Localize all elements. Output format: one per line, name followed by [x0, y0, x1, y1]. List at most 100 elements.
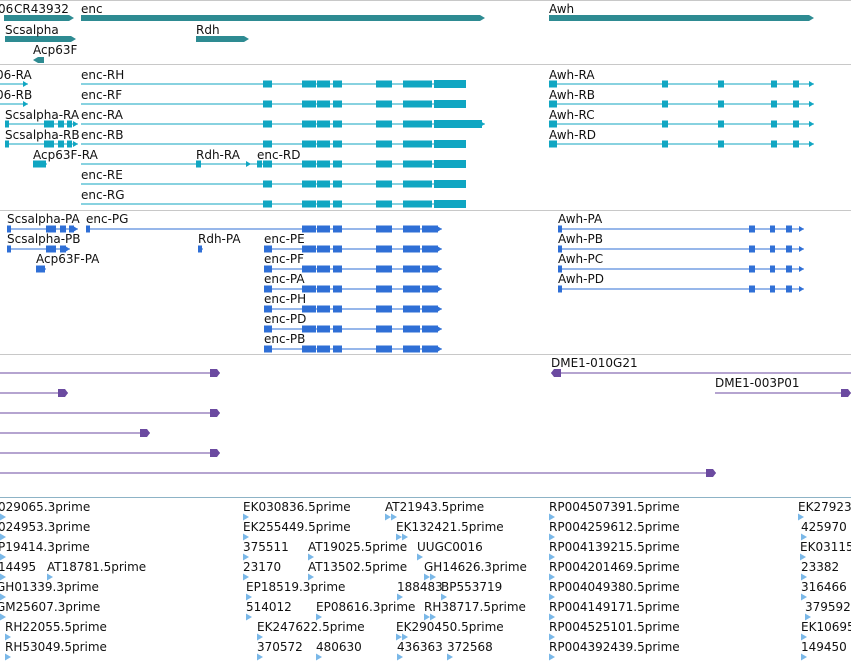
exon-block[interactable]	[36, 265, 45, 273]
strand-arrow[interactable]	[799, 226, 804, 232]
feature-label[interactable]: Awh-RD	[549, 128, 597, 142]
exon-block[interactable]	[434, 100, 466, 108]
est-arrow[interactable]	[0, 553, 6, 561]
exon-block[interactable]	[317, 200, 330, 208]
est-arrow[interactable]	[243, 513, 249, 521]
feature-label[interactable]: Awh-PA	[558, 212, 603, 226]
exon-block[interactable]	[793, 140, 799, 148]
feature-label[interactable]: P19414.3prime	[0, 540, 90, 554]
est-arrow[interactable]	[397, 593, 403, 601]
feature-label[interactable]: enc-PG	[86, 212, 129, 226]
exon-block[interactable]	[302, 245, 316, 253]
feature-label[interactable]: RP004139215.5prime	[549, 540, 680, 554]
exon-block[interactable]	[46, 225, 56, 233]
est-arrow[interactable]	[805, 613, 811, 621]
exon-block[interactable]	[264, 265, 272, 273]
exon-block[interactable]	[376, 200, 392, 208]
feature-label[interactable]: 06-RB	[0, 88, 33, 102]
strand-arrow[interactable]	[809, 81, 814, 87]
exon-block[interactable]	[333, 325, 342, 333]
exon-block[interactable]	[263, 200, 272, 208]
strand-arrow[interactable]	[480, 121, 485, 127]
est-arrow[interactable]	[430, 613, 436, 621]
feature-label[interactable]: EK03115	[800, 540, 851, 554]
exon-block[interactable]	[558, 285, 562, 293]
strand-arrow[interactable]	[799, 266, 804, 272]
est-arrow[interactable]	[243, 553, 249, 561]
feature-label[interactable]: CR43932	[14, 2, 69, 16]
feature-label[interactable]: 188483	[397, 580, 443, 594]
est-arrow[interactable]	[0, 513, 6, 521]
exon-block[interactable]	[718, 120, 724, 128]
exon-block[interactable]	[317, 245, 330, 253]
exon-block[interactable]	[793, 120, 799, 128]
strand-arrow[interactable]	[461, 161, 466, 167]
feature-label[interactable]: 23382	[801, 560, 840, 574]
feature-label[interactable]: Acp63F	[33, 43, 78, 57]
exon-block[interactable]	[33, 160, 46, 168]
exon-block[interactable]	[60, 225, 66, 233]
exon-block[interactable]	[662, 140, 668, 148]
est-arrow[interactable]	[257, 633, 263, 641]
exon-block[interactable]	[317, 160, 330, 168]
strand-arrow[interactable]	[23, 81, 28, 87]
exon-block[interactable]	[786, 265, 792, 273]
est-arrow[interactable]	[391, 513, 397, 521]
clone-end[interactable]	[210, 369, 220, 377]
exon-block[interactable]	[422, 245, 438, 253]
exon-block[interactable]	[749, 285, 755, 293]
exon-block[interactable]	[422, 305, 438, 313]
exon-block[interactable]	[317, 120, 330, 128]
exon-block[interactable]	[434, 140, 466, 148]
feature-label[interactable]: RP004392439.5prime	[549, 640, 680, 654]
exon-block[interactable]	[333, 305, 342, 313]
exon-block[interactable]	[302, 100, 316, 108]
est-arrow[interactable]	[424, 613, 430, 621]
strand-arrow[interactable]	[437, 246, 442, 252]
exon-block[interactable]	[718, 80, 724, 88]
est-arrow[interactable]	[0, 593, 6, 601]
gene-glyph[interactable]	[4, 15, 74, 21]
clone-end[interactable]	[551, 369, 561, 377]
exon-block[interactable]	[264, 325, 272, 333]
exon-block[interactable]	[403, 285, 420, 293]
est-arrow[interactable]	[0, 533, 6, 541]
est-arrow[interactable]	[447, 653, 453, 661]
exon-block[interactable]	[403, 325, 420, 333]
clone-end[interactable]	[210, 449, 220, 457]
strand-arrow[interactable]	[437, 286, 442, 292]
exon-block[interactable]	[422, 345, 438, 353]
feature-label[interactable]: 14495	[0, 560, 37, 574]
est-arrow[interactable]	[801, 593, 807, 601]
gene-glyph[interactable]	[549, 15, 814, 21]
exon-block[interactable]	[786, 285, 792, 293]
est-arrow[interactable]	[801, 573, 807, 581]
feature-label[interactable]: Rdh-RA	[196, 148, 240, 162]
est-arrow[interactable]	[246, 613, 252, 621]
exon-block[interactable]	[302, 225, 316, 233]
est-arrow[interactable]	[549, 513, 555, 521]
exon-block[interactable]	[376, 180, 392, 188]
feature-label[interactable]: 370572	[257, 640, 303, 654]
exon-block[interactable]	[793, 80, 799, 88]
exon-block[interactable]	[376, 325, 392, 333]
exon-block[interactable]	[264, 285, 272, 293]
exon-block[interactable]	[434, 160, 466, 168]
exon-block[interactable]	[749, 225, 755, 233]
exon-block[interactable]	[302, 325, 316, 333]
exon-block[interactable]	[333, 160, 342, 168]
exon-block[interactable]	[662, 100, 668, 108]
exon-block[interactable]	[771, 80, 777, 88]
exon-block[interactable]	[333, 345, 342, 353]
feature-label[interactable]: 024953.3prime	[0, 520, 91, 534]
exon-block[interactable]	[333, 200, 342, 208]
feature-label[interactable]: enc-RG	[81, 188, 125, 202]
exon-block[interactable]	[403, 225, 420, 233]
est-arrow[interactable]	[396, 633, 402, 641]
est-arrow[interactable]	[417, 553, 423, 561]
exon-block[interactable]	[333, 285, 342, 293]
exon-block[interactable]	[558, 225, 562, 233]
exon-block[interactable]	[403, 305, 420, 313]
est-arrow[interactable]	[385, 513, 391, 521]
exon-block[interactable]	[403, 100, 432, 108]
